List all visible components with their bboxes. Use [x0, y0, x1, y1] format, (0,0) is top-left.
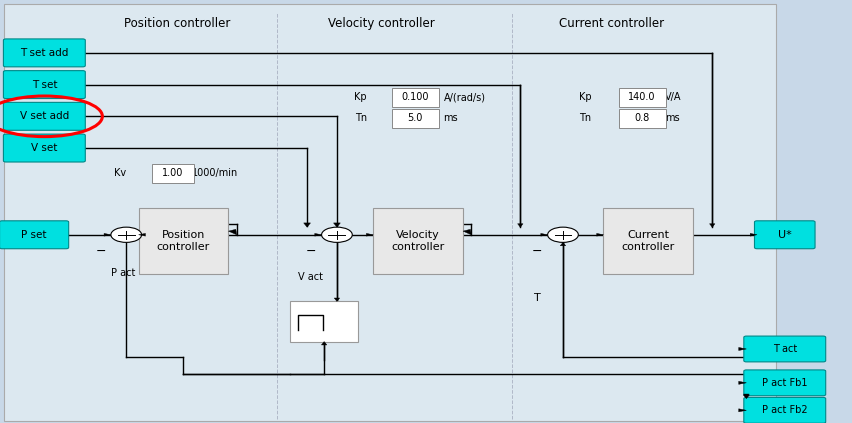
FancyBboxPatch shape — [3, 39, 85, 67]
FancyBboxPatch shape — [743, 370, 825, 396]
FancyBboxPatch shape — [3, 134, 85, 162]
Text: Kv: Kv — [114, 168, 126, 179]
Text: Velocity
controller: Velocity controller — [391, 230, 444, 252]
Text: 0.100: 0.100 — [400, 92, 429, 102]
FancyBboxPatch shape — [152, 164, 194, 183]
Text: 1000/min: 1000/min — [192, 168, 238, 179]
Text: U*: U* — [777, 230, 791, 240]
Text: Current controller: Current controller — [558, 17, 663, 30]
FancyBboxPatch shape — [290, 301, 358, 342]
Text: T set: T set — [32, 80, 57, 90]
FancyBboxPatch shape — [373, 209, 462, 274]
Text: ms: ms — [665, 113, 679, 124]
Text: P set: P set — [21, 230, 47, 240]
Text: P act Fb1: P act Fb1 — [761, 378, 807, 388]
FancyBboxPatch shape — [619, 88, 665, 107]
Text: P act Fb2: P act Fb2 — [761, 405, 807, 415]
Polygon shape — [138, 233, 145, 236]
Text: V set add: V set add — [20, 111, 69, 121]
Text: Position
controller: Position controller — [157, 230, 210, 252]
FancyBboxPatch shape — [3, 71, 85, 99]
Text: 0.8: 0.8 — [634, 113, 648, 124]
Text: −: − — [95, 244, 106, 258]
Text: Position controller: Position controller — [124, 17, 230, 30]
Polygon shape — [228, 229, 237, 235]
FancyBboxPatch shape — [138, 209, 228, 274]
Polygon shape — [560, 242, 565, 246]
Circle shape — [321, 227, 352, 242]
Circle shape — [111, 227, 141, 242]
Polygon shape — [540, 233, 547, 236]
Polygon shape — [738, 381, 746, 385]
Text: −: − — [306, 244, 316, 258]
Text: Tn: Tn — [579, 113, 590, 124]
Polygon shape — [743, 394, 748, 398]
Text: Current
controller: Current controller — [621, 230, 674, 252]
Text: 140.0: 140.0 — [627, 92, 655, 102]
Polygon shape — [303, 223, 310, 227]
Text: V/A: V/A — [665, 92, 681, 102]
Polygon shape — [314, 233, 321, 236]
FancyBboxPatch shape — [743, 398, 825, 423]
Polygon shape — [709, 224, 714, 227]
Text: 5.0: 5.0 — [406, 113, 423, 124]
Text: Velocity controller: Velocity controller — [328, 17, 435, 30]
Text: Tn: Tn — [354, 113, 366, 124]
Text: 1.00: 1.00 — [161, 168, 183, 179]
FancyBboxPatch shape — [603, 209, 692, 274]
Text: ms: ms — [443, 113, 458, 124]
Text: A/(rad/s): A/(rad/s) — [443, 92, 485, 102]
Polygon shape — [366, 233, 373, 236]
Text: P act: P act — [112, 268, 135, 278]
Polygon shape — [463, 229, 470, 235]
FancyBboxPatch shape — [3, 102, 85, 130]
FancyBboxPatch shape — [619, 109, 665, 128]
Text: V act: V act — [297, 272, 323, 282]
Text: V set: V set — [32, 143, 57, 153]
Polygon shape — [104, 233, 111, 236]
FancyBboxPatch shape — [392, 88, 439, 107]
Circle shape — [547, 227, 578, 242]
Text: T act: T act — [772, 344, 796, 354]
FancyBboxPatch shape — [392, 109, 439, 128]
Text: −: − — [532, 244, 542, 258]
Polygon shape — [596, 233, 603, 236]
Text: Kp: Kp — [578, 92, 590, 102]
Polygon shape — [517, 224, 522, 227]
Text: Kp: Kp — [354, 92, 366, 102]
FancyBboxPatch shape — [0, 221, 68, 249]
Polygon shape — [750, 233, 757, 236]
Polygon shape — [738, 409, 746, 412]
Polygon shape — [334, 298, 339, 301]
Polygon shape — [321, 342, 326, 345]
Text: T: T — [533, 293, 540, 303]
FancyBboxPatch shape — [743, 336, 825, 362]
Polygon shape — [738, 347, 746, 351]
Polygon shape — [333, 223, 340, 227]
Polygon shape — [742, 395, 749, 398]
FancyBboxPatch shape — [754, 221, 815, 249]
Text: T set add: T set add — [20, 48, 68, 58]
FancyBboxPatch shape — [4, 4, 775, 421]
